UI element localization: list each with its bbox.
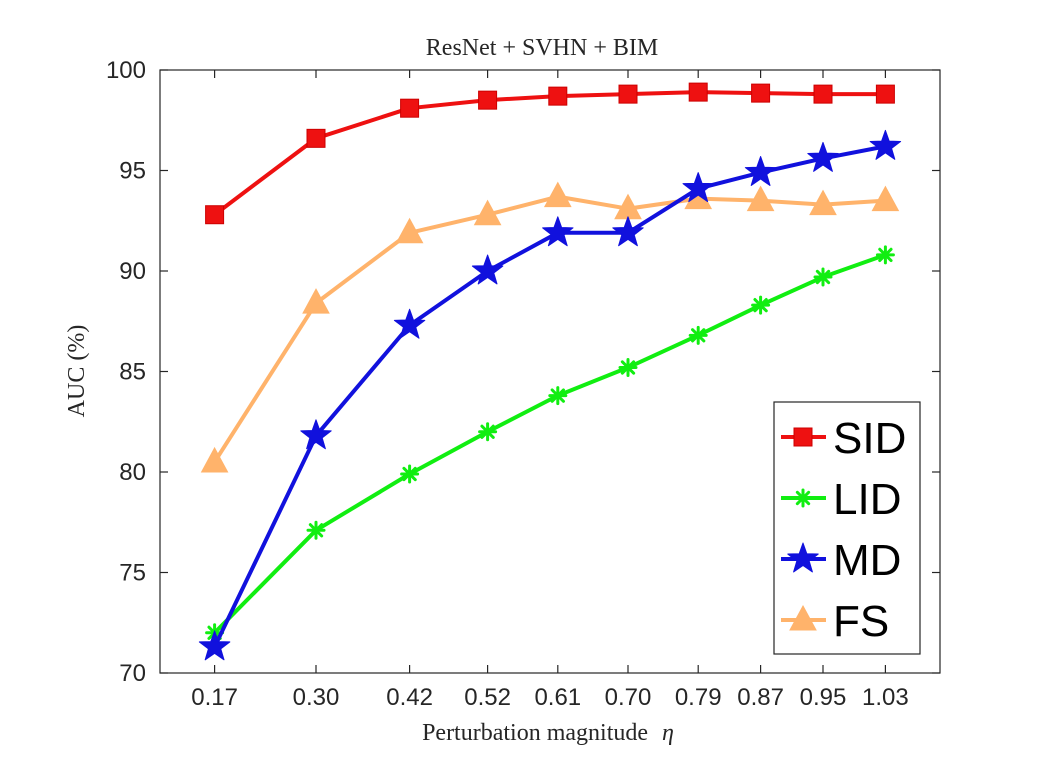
data-point-fs [395,217,424,244]
data-point-sid [306,128,326,148]
x-axis-label: Perturbation magnitude η [422,720,674,746]
data-point-lid [478,422,498,442]
data-point-fs [543,181,572,208]
legend-item-md: MD [781,536,901,585]
legend-marker-md [787,542,819,573]
x-tick-label: 0.61 [534,684,581,711]
data-point-lid [688,325,708,345]
legend-label-fs: FS [833,597,889,646]
y-tick-label: 85 [119,359,146,386]
data-point-md [198,630,231,661]
x-tick-label: 0.42 [386,684,433,711]
series-layer [198,82,902,661]
series-line-md [212,144,886,648]
data-point-md [869,129,902,160]
data-point-lid-stroke [402,466,417,482]
legend-item-fs: FS [781,597,889,646]
data-point-md [393,308,426,339]
data-point-lid-stroke [753,298,768,313]
x-tick-label: 0.70 [605,684,652,711]
y-axis-label: AUC (%) [64,325,90,418]
legend-marker-lid-stroke [795,490,811,506]
data-point-fs [809,189,837,216]
data-point-fs [200,446,229,473]
data-point-lid [400,464,420,484]
x-tick-label: 0.87 [737,684,784,711]
data-point-fs [746,185,775,212]
y-tick-label: 100 [106,57,146,84]
legend-label-md: MD [833,536,901,585]
data-point-lid [875,245,895,265]
x-tick-label: 0.79 [675,684,722,711]
data-point-lid-stroke [308,523,324,538]
legend-box [773,401,921,655]
y-tick-label: 75 [119,560,146,587]
data-point-md [744,156,777,186]
x-tick-label: 1.03 [862,684,909,711]
x-tick-label: 0.52 [464,684,511,711]
data-point-md [807,141,839,172]
ticks-layer: 70 75 80 85 90 95 100 0.17 0.30 0.42 0.52 0.61 0.70 0… [106,57,940,711]
x-axis-label-symbol: η [662,720,674,746]
chart-title: ResNet + SVHN + BIM [426,35,658,61]
y-tick-label: 80 [119,459,146,486]
x-axis-label-text: Perturbation magnitude [422,720,648,746]
series-line-sid [213,90,886,217]
data-point-fs [302,288,330,314]
data-point-sid [751,83,771,103]
series-line-lid [213,253,887,635]
x-tick-label: 0.95 [800,684,847,711]
y-tick-label: 90 [119,258,146,285]
data-point-lid-stroke [878,247,893,263]
legend-item-sid: SID [781,414,906,463]
legend-item-lid: LID [781,475,901,524]
data-point-sid [875,84,895,104]
data-point-md [471,254,504,285]
data-point-lid-stroke [620,360,636,375]
data-point-md [300,419,332,450]
y-tick-label: 95 [119,158,146,185]
series-line-fs [212,194,886,464]
data-point-lid [813,267,833,287]
data-point-sid [688,82,708,102]
series-sid [205,82,895,225]
data-point-sid [205,205,225,225]
data-point-lid [306,520,326,540]
data-point-lid-stroke [480,424,495,439]
data-point-sid [478,90,498,110]
series-md [198,129,902,661]
data-point-fs [871,185,900,212]
legend-marker-fs [789,604,817,631]
data-point-md [612,216,644,247]
x-tick-label: 0.30 [293,684,340,711]
data-point-md [542,216,574,247]
data-point-fs [473,199,502,226]
legend-marker-lid [793,488,813,508]
legend-label-lid: LID [833,475,901,524]
data-point-sid [400,98,420,118]
data-point-sid [618,84,638,104]
data-point-lid-stroke [815,269,831,285]
legend: SID LID MD FS [773,401,921,655]
data-point-lid [548,386,568,406]
data-point-lid [751,295,771,315]
data-point-md [682,172,714,203]
y-tick-label: 70 [119,660,146,687]
data-point-sid [813,84,833,104]
data-point-lid-stroke [691,328,706,343]
legend-label-sid: SID [833,414,906,463]
legend-marker-sid [793,427,813,447]
data-point-sid [548,86,568,106]
data-point-lid-stroke [550,388,565,403]
x-tick-label: 0.17 [191,684,238,711]
data-point-lid [618,357,638,377]
